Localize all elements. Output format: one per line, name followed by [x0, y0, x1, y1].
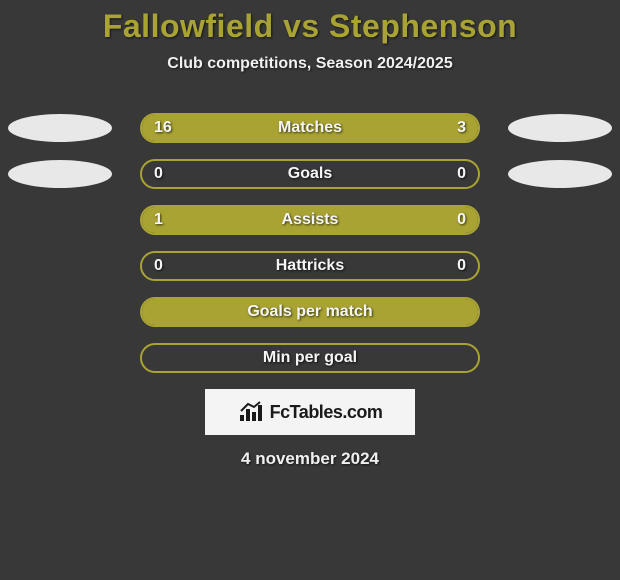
player-right-oval — [508, 114, 612, 142]
stat-label: Goals — [142, 165, 478, 183]
page-title: Fallowfield vs Stephenson — [0, 8, 620, 45]
stat-bar: Goals per match — [140, 297, 480, 327]
bars-icon — [238, 401, 264, 423]
subtitle: Club competitions, Season 2024/2025 — [0, 55, 620, 73]
stat-row: 10Assists — [0, 205, 620, 235]
stat-label: Goals per match — [142, 303, 478, 321]
stat-row: 00Hattricks — [0, 251, 620, 281]
stat-row: Min per goal — [0, 343, 620, 373]
brand-text: FcTables.com — [270, 402, 383, 423]
stat-bar: 00Goals — [140, 159, 480, 189]
stats-comparison-card: Fallowfield vs Stephenson Club competiti… — [0, 0, 620, 469]
stat-label: Hattricks — [142, 257, 478, 275]
player-right-oval — [508, 160, 612, 188]
stat-bar: 163Matches — [140, 113, 480, 143]
stat-bar: 10Assists — [140, 205, 480, 235]
stat-row: 163Matches — [0, 113, 620, 143]
stat-row: 00Goals — [0, 159, 620, 189]
stat-row: Goals per match — [0, 297, 620, 327]
player-left-oval — [8, 114, 112, 142]
stat-label: Min per goal — [142, 349, 478, 367]
date-label: 4 november 2024 — [0, 449, 620, 469]
player-left-oval — [8, 160, 112, 188]
stat-rows: 163Matches 00Goals 10Assists 00Hattricks Goa… — [0, 113, 620, 373]
stat-label: Matches — [142, 119, 478, 137]
stat-label: Assists — [142, 211, 478, 229]
stat-bar: 00Hattricks — [140, 251, 480, 281]
stat-bar: Min per goal — [140, 343, 480, 373]
brand-badge[interactable]: FcTables.com — [205, 389, 415, 435]
